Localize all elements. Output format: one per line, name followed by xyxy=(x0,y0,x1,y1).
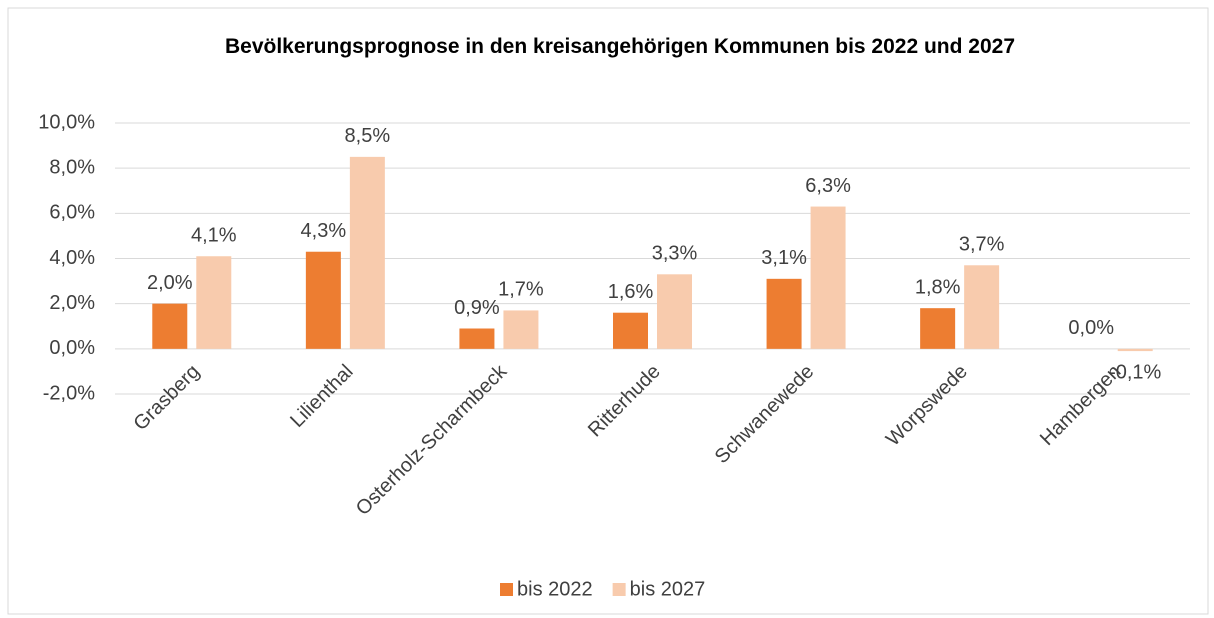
bar xyxy=(657,274,692,349)
value-label: -0,1% xyxy=(1109,361,1161,383)
y-tick-label: 10,0% xyxy=(38,111,95,133)
bar xyxy=(152,303,188,349)
bar xyxy=(920,308,956,349)
legend-swatch xyxy=(612,583,626,596)
bar xyxy=(459,328,495,349)
legend-label: bis 2027 xyxy=(630,578,706,600)
y-tick-label: 6,0% xyxy=(49,202,95,224)
value-label: 1,8% xyxy=(915,276,961,298)
y-tick-label: 8,0% xyxy=(49,156,95,178)
y-tick-label: 0,0% xyxy=(49,337,95,359)
value-label: 1,7% xyxy=(498,279,544,301)
value-label: 2,0% xyxy=(147,272,193,294)
y-tick-label: 2,0% xyxy=(49,292,95,314)
bar xyxy=(613,312,648,349)
value-label: 0,9% xyxy=(454,297,500,319)
value-label: 3,1% xyxy=(761,247,807,269)
legend-label: bis 2022 xyxy=(517,578,593,600)
value-label: 4,1% xyxy=(191,225,237,247)
chart-title: Bevölkerungsprognose in den kreisangehör… xyxy=(224,35,1016,58)
y-tick-label: -2,0% xyxy=(43,382,95,404)
bar xyxy=(503,310,539,349)
value-label: 3,3% xyxy=(652,243,698,265)
bar xyxy=(305,251,341,349)
bar xyxy=(349,156,385,349)
bar xyxy=(196,256,232,349)
value-label: 6,3% xyxy=(805,175,851,197)
value-label: 0,0% xyxy=(1068,317,1114,339)
value-label: 1,6% xyxy=(608,281,654,303)
value-label: 3,7% xyxy=(959,234,1005,256)
chart-border xyxy=(7,7,1209,615)
bar xyxy=(1117,348,1153,352)
value-label: 4,3% xyxy=(301,220,347,242)
bar xyxy=(964,265,1000,349)
legend-swatch xyxy=(500,583,513,596)
value-label: 8,5% xyxy=(345,125,391,147)
y-tick-label: 4,0% xyxy=(49,247,95,269)
bar xyxy=(766,278,802,349)
bar xyxy=(810,206,846,349)
